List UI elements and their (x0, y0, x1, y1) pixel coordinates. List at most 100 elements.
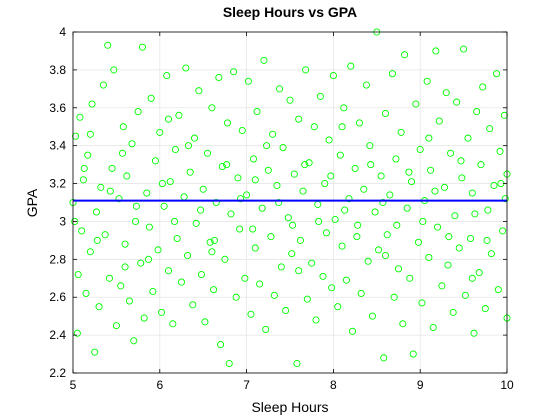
x-tick-label: 5 (70, 378, 77, 392)
data-point (121, 240, 129, 248)
data-point (380, 354, 388, 362)
data-point (277, 263, 285, 271)
x-axis-ticks: 5 6 7 8 9 10 (70, 32, 514, 392)
data-point (445, 233, 453, 241)
data-point (374, 246, 383, 254)
data-point (390, 293, 398, 301)
data-point (470, 329, 478, 337)
x-tick-label: 7 (243, 378, 250, 392)
data-point (130, 337, 138, 345)
y-tick-label: 2.8 (49, 252, 66, 266)
data-point (119, 123, 127, 131)
data-point (322, 229, 331, 237)
data-point (444, 261, 452, 269)
data-point (364, 257, 372, 265)
data-point (276, 85, 284, 93)
data-point (106, 187, 114, 195)
data-point (227, 210, 235, 218)
data-point (249, 155, 258, 163)
data-point (208, 104, 216, 112)
data-point (336, 151, 344, 159)
data-point (405, 168, 413, 176)
y-tick-label: 3.6 (49, 101, 66, 115)
data-point (353, 233, 361, 241)
data-point (117, 282, 125, 290)
data-point (338, 123, 346, 131)
data-point (379, 198, 387, 207)
data-point (104, 41, 112, 49)
data-point (138, 43, 146, 51)
y-tick-label: 2.6 (49, 290, 66, 304)
data-point (258, 204, 266, 212)
data-point (253, 108, 261, 116)
grid (72, 31, 508, 374)
data-point (451, 212, 459, 220)
data-point (99, 81, 107, 89)
data-point (284, 214, 292, 222)
data-point (338, 242, 346, 250)
data-point (362, 81, 370, 89)
data-point (95, 303, 103, 311)
data-point (201, 318, 209, 326)
data-point (494, 286, 502, 294)
data-point (223, 161, 231, 169)
data-point (84, 151, 92, 159)
data-point (331, 215, 339, 224)
y-tick-label: 2.4 (49, 328, 66, 342)
data-point (367, 161, 375, 169)
data-point (123, 172, 131, 180)
data-point (186, 168, 194, 176)
data-point (82, 289, 90, 297)
data-point (86, 248, 94, 256)
data-point (262, 325, 270, 333)
data-point (368, 312, 377, 320)
data-point (273, 181, 281, 189)
data-point (160, 202, 168, 210)
data-point (348, 327, 357, 335)
data-point (275, 198, 283, 207)
data-point (334, 303, 342, 311)
data-point (230, 68, 238, 76)
data-point (414, 238, 423, 246)
data-point (471, 210, 479, 218)
data-point (500, 111, 508, 119)
data-point (401, 51, 409, 59)
data-point (341, 206, 349, 214)
data-point (131, 217, 140, 225)
data-point (78, 227, 86, 235)
data-point (112, 322, 120, 330)
data-point (354, 221, 362, 229)
data-point (234, 174, 242, 182)
data-point (381, 251, 390, 260)
data-point (251, 244, 259, 252)
data-point (173, 234, 181, 243)
data-point (479, 83, 487, 91)
y-tick-label: 4 (59, 25, 66, 39)
data-point (490, 181, 498, 189)
data-point (434, 223, 442, 231)
data-point (92, 208, 100, 216)
data-point (267, 233, 275, 241)
data-point (212, 198, 220, 207)
data-point (147, 94, 155, 102)
data-point (321, 180, 329, 188)
y-tick-label: 3.2 (49, 177, 66, 191)
data-point (154, 246, 162, 254)
data-point (438, 282, 446, 290)
data-point (241, 274, 249, 282)
data-point (225, 359, 233, 368)
data-point (115, 195, 123, 203)
data-point (79, 176, 87, 184)
data-point (88, 100, 96, 108)
data-point (80, 164, 88, 172)
data-point (143, 189, 151, 197)
data-point (158, 180, 166, 188)
data-point (386, 191, 394, 199)
data-point (407, 178, 416, 186)
data-point (199, 185, 207, 193)
y-axis-label: GPA (24, 188, 40, 217)
data-point (481, 305, 489, 313)
data-point (475, 269, 483, 277)
data-point (105, 274, 114, 282)
data-point (468, 274, 476, 282)
